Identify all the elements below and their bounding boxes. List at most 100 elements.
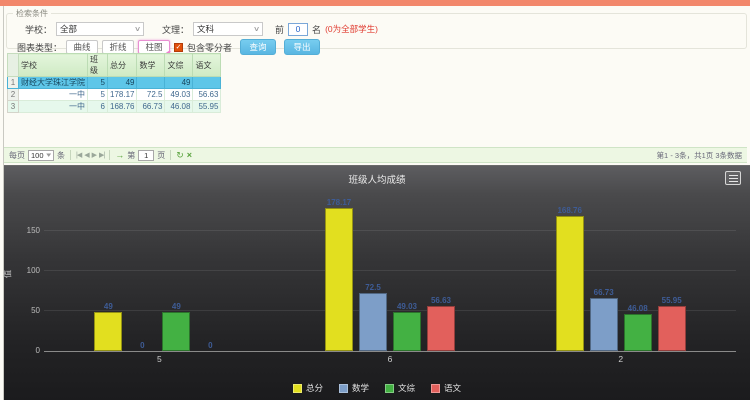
legend-label: 语文 bbox=[444, 383, 462, 393]
search-row-2: 图表类型： 曲线 折线 柱图 ✓ 包含零分者 查询 导出 bbox=[17, 39, 321, 56]
chart-type-label: 图表类型： bbox=[17, 42, 63, 53]
legend-item[interactable]: 总分 bbox=[292, 382, 323, 394]
table-cell: 46.08 bbox=[164, 100, 194, 113]
legend-item[interactable]: 文综 bbox=[385, 382, 415, 394]
track-select-value: 文科 bbox=[197, 24, 215, 34]
y-axis-title: 值 bbox=[2, 269, 13, 279]
bar[interactable] bbox=[94, 311, 123, 351]
legend-label: 数学 bbox=[351, 383, 369, 393]
refresh-icon[interactable]: ↻ bbox=[176, 149, 184, 160]
bar[interactable] bbox=[427, 305, 455, 351]
legend-item[interactable]: 数学 bbox=[338, 382, 369, 394]
top-n-input[interactable] bbox=[288, 22, 309, 36]
legend-swatch-icon bbox=[385, 383, 394, 393]
bar[interactable] bbox=[162, 311, 191, 351]
table-cell: 49.03 bbox=[164, 88, 194, 101]
table-row[interactable]: 2 一中 5 178.17 72.5 49.03 56.63 bbox=[7, 88, 222, 101]
bar[interactable] bbox=[325, 208, 353, 351]
school-label: 学校： bbox=[25, 24, 53, 35]
page-number-input[interactable] bbox=[138, 149, 155, 161]
bar-slot: 72.5 bbox=[359, 283, 387, 351]
top-n-suffix: 名 bbox=[312, 24, 322, 35]
page-suffix: 页 bbox=[157, 150, 166, 160]
bar[interactable] bbox=[623, 314, 652, 351]
y-gridline bbox=[44, 310, 736, 311]
bar-slot: 49 bbox=[94, 302, 123, 351]
track-select[interactable]: 文科 ∨ bbox=[193, 22, 264, 36]
bar-slot: 49 bbox=[162, 302, 191, 351]
table-row[interactable]: 1 财经大学珠江学院 5 49 49 bbox=[7, 76, 222, 89]
table-row[interactable]: 3 一中 6 168.76 66.73 46.08 55.95 bbox=[7, 100, 222, 113]
bar[interactable] bbox=[589, 297, 618, 351]
chart-type-button-bar[interactable]: 柱图 bbox=[138, 40, 171, 56]
bar[interactable] bbox=[359, 293, 387, 351]
legend-label: 文综 bbox=[398, 383, 416, 393]
category-group: 49 0 49 0 5 bbox=[44, 202, 275, 364]
column-header[interactable]: 学校 bbox=[18, 53, 88, 77]
x-axis-label: 6 bbox=[387, 354, 393, 364]
row-number-cell: 2 bbox=[7, 88, 19, 101]
table-cell: 49 bbox=[164, 76, 194, 89]
top-n-label: 前 bbox=[275, 24, 285, 35]
next-page-button[interactable]: ▶ bbox=[91, 152, 97, 159]
bar-slot: 178.17 bbox=[325, 198, 353, 351]
column-header[interactable]: 班级 bbox=[87, 53, 108, 77]
table-cell: 财经大学珠江学院 bbox=[18, 76, 88, 89]
first-page-button[interactable]: |◀ bbox=[76, 152, 82, 159]
export-button[interactable]: 导出 bbox=[284, 39, 321, 55]
bar-slot: 49.03 bbox=[393, 302, 421, 351]
bar-slot: 168.76 bbox=[555, 206, 584, 351]
query-button[interactable]: 查询 bbox=[240, 39, 277, 55]
y-axis-tick-label: 0 bbox=[35, 346, 40, 355]
chart-menu-button[interactable] bbox=[725, 171, 741, 185]
y-axis-tick-label: 50 bbox=[31, 306, 40, 315]
legend-item[interactable]: 语文 bbox=[431, 382, 461, 394]
per-page-select[interactable]: 100 ▾ bbox=[28, 149, 54, 161]
y-gridline bbox=[44, 270, 736, 271]
data-label: 56.63 bbox=[430, 295, 452, 305]
legend-swatch-icon bbox=[292, 383, 302, 393]
school-select-value: 全部 bbox=[60, 24, 78, 34]
left-border-line bbox=[3, 6, 4, 400]
row-number-cell: 3 bbox=[7, 100, 19, 113]
category-group: 178.17 72.5 49.03 56.63 6 bbox=[275, 198, 506, 364]
pager-divider bbox=[109, 150, 111, 160]
search-row-1: 学校： 全部 ∨ 文理： 文科 ∨ 前 名 (0为全部学生) bbox=[25, 22, 378, 36]
table-cell: 178.17 bbox=[106, 88, 138, 101]
x-axis-label: 2 bbox=[618, 354, 624, 364]
bar-slot: 66.73 bbox=[589, 287, 618, 351]
chart-type-button-curve[interactable]: 曲线 bbox=[66, 40, 99, 54]
go-page-icon[interactable]: → bbox=[115, 149, 125, 160]
school-select[interactable]: 全部 ∨ bbox=[56, 22, 145, 36]
legend-swatch-icon bbox=[431, 383, 441, 393]
include-zero-label: 包含零分者 bbox=[187, 42, 233, 53]
bar[interactable] bbox=[393, 311, 421, 351]
table-cell: 49 bbox=[106, 76, 138, 89]
bar[interactable] bbox=[555, 216, 584, 351]
data-label: 46.08 bbox=[627, 304, 648, 314]
column-header[interactable]: 总分 bbox=[106, 53, 138, 77]
x-axis-label: 5 bbox=[156, 354, 162, 364]
table-cell bbox=[192, 76, 222, 89]
legend-swatch-icon bbox=[338, 383, 348, 393]
track-label: 文理： bbox=[162, 24, 190, 35]
search-panel-legend: 检索条件 bbox=[16, 9, 48, 18]
resize-grid-icon[interactable]: × bbox=[186, 149, 192, 160]
data-label: 0 bbox=[140, 341, 145, 350]
table-cell: 168.76 bbox=[106, 100, 138, 113]
bar[interactable] bbox=[657, 306, 686, 351]
column-header[interactable]: 数学 bbox=[136, 53, 166, 77]
chevron-down-icon: ▾ bbox=[46, 152, 52, 159]
last-page-button[interactable]: ▶| bbox=[98, 152, 105, 159]
bar-groups: 49 0 49 0 5 178.17 72.5 49.03 56.63 6 168.76 66.73 4… bbox=[44, 198, 736, 364]
include-zero-checkbox[interactable]: ✓ bbox=[174, 42, 184, 52]
prev-page-button[interactable]: ◀ bbox=[84, 152, 89, 159]
column-header[interactable]: 文综 bbox=[164, 53, 194, 77]
chart-type-button-line[interactable]: 折线 bbox=[102, 40, 135, 54]
table-cell: 72.5 bbox=[136, 88, 166, 101]
table-cell: 66.73 bbox=[136, 100, 166, 113]
data-label: 66.73 bbox=[593, 287, 614, 297]
column-header[interactable]: 语文 bbox=[192, 53, 222, 77]
data-label: 0 bbox=[208, 341, 213, 350]
category-group: 168.76 66.73 46.08 55.95 2 bbox=[505, 202, 736, 364]
